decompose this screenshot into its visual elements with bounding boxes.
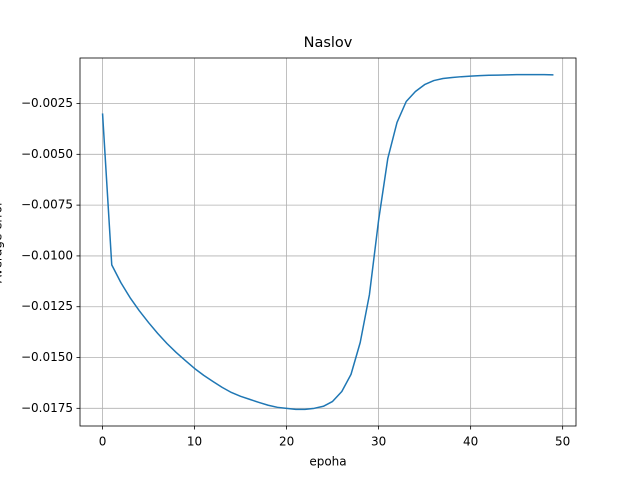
y-tick-label: −0.0175 — [21, 401, 73, 415]
chart-title: Naslov — [304, 35, 353, 51]
y-tick-label: −0.0100 — [21, 248, 73, 262]
x-tick-label: 10 — [187, 435, 202, 449]
x-tick-label: 20 — [279, 435, 294, 449]
y-axis-label: Average error — [0, 201, 5, 283]
x-tick-label: 50 — [555, 435, 570, 449]
y-tick-label: −0.0075 — [21, 198, 73, 212]
y-tick-label: −0.0150 — [21, 350, 73, 364]
y-tick-label: −0.0025 — [21, 96, 73, 110]
y-tick-label: −0.0050 — [21, 147, 73, 161]
x-axis-label: epoha — [309, 455, 346, 469]
x-tick-label: 0 — [99, 435, 107, 449]
y-tick-label: −0.0125 — [21, 299, 73, 313]
line-series — [101, 73, 554, 411]
x-tick-label: 40 — [463, 435, 478, 449]
axes-frame — [79, 57, 577, 427]
x-tick-label: 30 — [371, 435, 386, 449]
